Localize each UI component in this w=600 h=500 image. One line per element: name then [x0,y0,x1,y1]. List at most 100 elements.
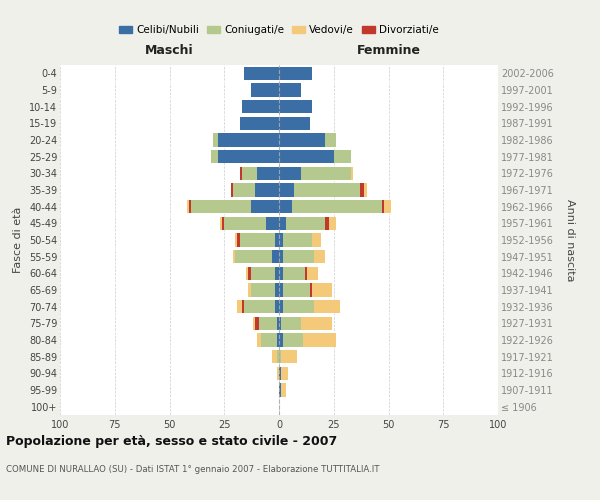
Bar [246,266,279,280]
Bar [279,84,301,96]
Bar [279,284,332,296]
Bar [239,116,279,130]
Bar [255,184,279,196]
Bar [279,216,325,230]
Y-axis label: Fasce di età: Fasce di età [13,207,23,273]
Bar [279,166,351,180]
Bar [279,134,325,146]
Bar [279,284,312,296]
Bar [259,316,279,330]
Bar [275,234,279,246]
Bar [279,200,384,213]
Bar [242,100,279,114]
Bar [279,334,283,346]
Bar [279,316,281,330]
Bar [279,300,314,314]
Bar [279,184,360,196]
Bar [233,184,279,196]
Legend: Celibi/Nubili, Coniugati/e, Vedovi/e, Divorziati/e: Celibi/Nubili, Coniugati/e, Vedovi/e, Di… [119,26,439,36]
Bar [279,350,281,364]
Bar [279,266,283,280]
Bar [279,200,382,213]
Bar [272,350,279,364]
Bar [218,134,279,146]
Bar [279,384,286,396]
Bar [239,166,279,180]
Bar [257,166,279,180]
Text: Popolazione per età, sesso e stato civile - 2007: Popolazione per età, sesso e stato civil… [6,435,337,448]
Bar [279,184,367,196]
Bar [277,350,279,364]
Bar [231,184,279,196]
Bar [251,84,279,96]
Bar [279,84,301,96]
Bar [279,300,314,314]
Bar [279,184,364,196]
Bar [244,66,279,80]
Bar [251,84,279,96]
Bar [233,250,279,264]
Bar [279,166,301,180]
Bar [279,100,312,114]
Bar [262,334,279,346]
Bar [279,184,295,196]
Bar [279,250,325,264]
Bar [279,100,312,114]
Bar [279,334,336,346]
Bar [211,150,279,164]
Bar [257,334,279,346]
Bar [279,266,307,280]
Bar [244,66,279,80]
Bar [279,66,312,80]
Bar [279,166,353,180]
Bar [279,300,340,314]
Bar [242,100,279,114]
Bar [279,366,281,380]
Bar [222,216,279,230]
Bar [248,284,279,296]
Bar [235,234,279,246]
Bar [248,266,279,280]
Bar [262,334,279,346]
Bar [279,366,288,380]
Bar [251,84,279,96]
Bar [279,384,281,396]
Bar [279,234,283,246]
Bar [279,100,312,114]
Bar [242,100,279,114]
Bar [251,284,279,296]
Bar [277,334,279,346]
Bar [279,150,351,164]
Bar [279,166,351,180]
Bar [279,266,305,280]
Bar [279,66,312,80]
Bar [187,200,279,213]
Bar [279,116,310,130]
Bar [255,316,279,330]
Bar [239,116,279,130]
Bar [279,284,283,296]
Bar [279,384,281,396]
Bar [242,300,279,314]
Bar [279,216,286,230]
Bar [279,266,319,280]
Bar [224,216,279,230]
Bar [279,84,301,96]
Bar [220,216,279,230]
Bar [272,250,279,264]
Bar [235,250,279,264]
Bar [279,134,336,146]
Bar [242,166,279,180]
Bar [214,134,279,146]
Bar [277,366,279,380]
Bar [279,116,310,130]
Bar [279,250,314,264]
Bar [211,150,279,164]
Bar [279,200,292,213]
Bar [279,134,336,146]
Bar [244,300,279,314]
Bar [279,316,301,330]
Bar [279,216,329,230]
Bar [244,66,279,80]
Bar [279,234,312,246]
